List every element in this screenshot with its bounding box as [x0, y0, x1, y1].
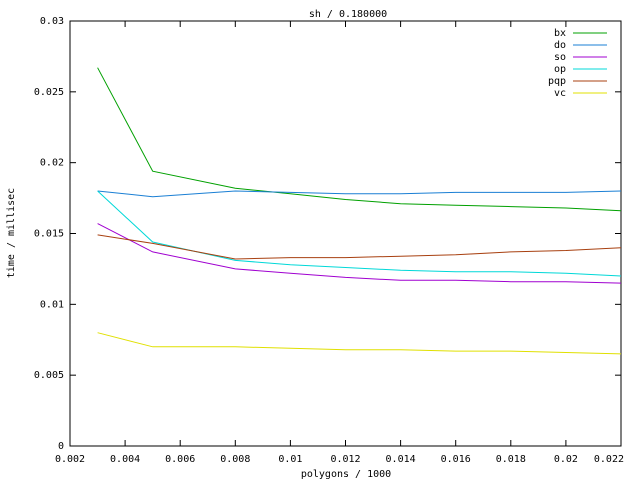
x-axis-label: polygons / 1000	[301, 469, 391, 480]
x-axis: 0.002 0.004 0.006 0.008 0.01 0.012 0.014 0.016 0…	[55, 21, 624, 465]
y-tick-label: 0.015	[34, 229, 64, 240]
series-line-pqp	[97, 234, 622, 260]
y-tick-label: 0.005	[34, 370, 64, 381]
legend-label-do: do	[554, 40, 566, 51]
y-tick-label: 0.01	[40, 299, 64, 310]
x-tick-label: 0.01	[278, 454, 302, 465]
y-axis: 0 0.005 0.01 0.015 0.02 0.025 0.03	[34, 16, 621, 452]
plot-frame	[69, 20, 622, 447]
series-line-op	[97, 190, 622, 277]
x-tick-label: 0.018	[496, 454, 526, 465]
x-tick-label: 0.008	[220, 454, 250, 465]
y-tick-label: 0.02	[40, 158, 64, 169]
x-tick-label: 0.022	[594, 454, 624, 465]
legend-label-so: so	[554, 52, 566, 63]
legend-label-vc: vc	[554, 88, 566, 99]
series-line-vc	[97, 332, 622, 355]
legend-label-bx: bx	[554, 28, 566, 39]
series-line-bx	[97, 67, 622, 212]
y-tick-label: 0.03	[40, 16, 64, 27]
y-tick-label: 0.025	[34, 87, 64, 98]
chart-title: sh / 0.180000	[309, 9, 387, 20]
series-line-so	[97, 223, 622, 284]
series-line-do	[97, 190, 622, 198]
series-lines	[97, 67, 622, 355]
x-tick-label: 0.012	[330, 454, 360, 465]
x-tick-label: 0.006	[165, 454, 195, 465]
y-tick-label: 0	[58, 441, 64, 452]
x-tick-label: 0.002	[55, 454, 85, 465]
x-tick-label: 0.016	[441, 454, 471, 465]
y-axis-label: time / millisec	[6, 188, 17, 278]
x-tick-label: 0.02	[554, 454, 578, 465]
legend-label-pqp: pqp	[548, 76, 566, 87]
legend-label-op: op	[554, 64, 566, 75]
x-tick-label: 0.004	[110, 454, 140, 465]
x-tick-label: 0.014	[386, 454, 416, 465]
